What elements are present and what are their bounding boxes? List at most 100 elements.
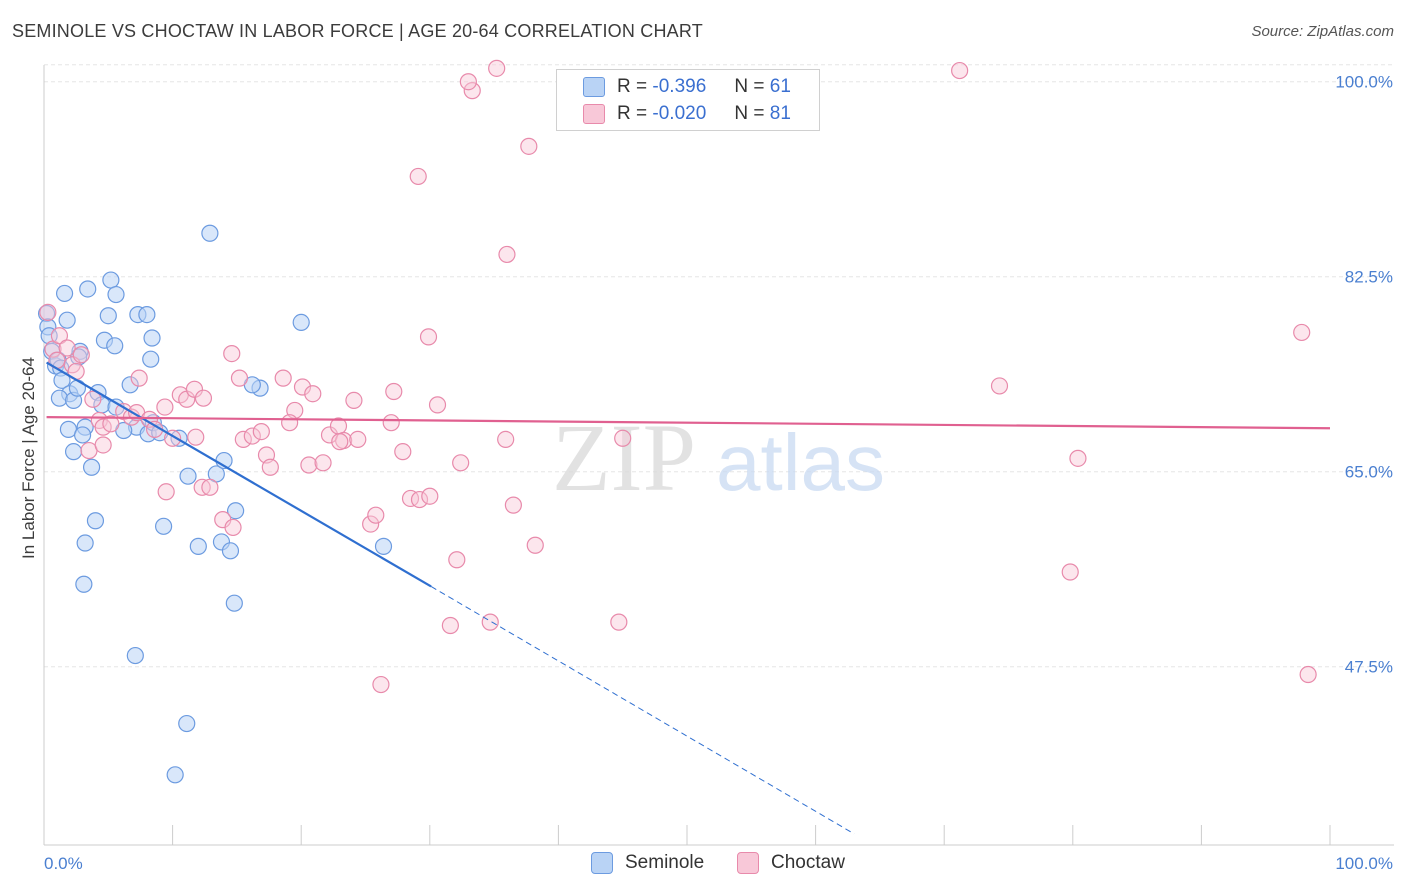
choctaw-point <box>187 428 205 446</box>
choctaw-point <box>441 616 459 635</box>
choctaw-point <box>261 458 279 476</box>
choctaw-point <box>300 456 318 474</box>
choctaw-point <box>156 398 174 416</box>
choctaw-legend-label: Choctaw <box>771 852 845 873</box>
watermark-zip: ZIP <box>552 404 696 511</box>
seminole-point <box>55 284 74 303</box>
seminole-point <box>178 714 196 733</box>
seminole-trend-extension <box>430 586 855 835</box>
choctaw-point <box>243 427 261 445</box>
seminole-point <box>79 280 97 298</box>
choctaw-point <box>230 369 249 387</box>
y-axis-label: In Labor Force | Age 20-64 <box>19 357 38 559</box>
choctaw-point <box>84 390 102 408</box>
choctaw-point <box>274 369 292 387</box>
choctaw-point <box>185 380 204 398</box>
seminole-point <box>143 329 161 347</box>
seminole-n-value: 61 <box>769 76 791 97</box>
tick-labels: 47.5% 65.0% 82.5% 100.0% 0.0% 100.0% <box>44 73 1393 873</box>
choctaw-point <box>481 613 499 631</box>
choctaw-trend-line <box>46 416 1331 430</box>
x-tick-label-max: 100.0% <box>1335 854 1393 873</box>
choctaw-point <box>610 613 628 631</box>
chart-title: SEMINOLE VS CHOCTAW IN LABOR FORCE | AGE… <box>12 21 703 41</box>
choctaw-point <box>223 345 241 363</box>
axes <box>43 65 1394 846</box>
seminole-point <box>201 224 219 242</box>
choctaw-point <box>497 430 515 448</box>
choctaw-point <box>459 73 477 91</box>
seminole-point <box>73 426 92 444</box>
watermark: ZIP atlas <box>552 404 885 511</box>
choctaw-point <box>526 536 544 554</box>
seminole-point <box>374 537 393 555</box>
choctaw-n-value: 81 <box>769 103 791 124</box>
seminole-legend-label: Seminole <box>625 852 705 873</box>
choctaw-point <box>951 61 969 80</box>
seminole-point <box>292 313 310 331</box>
choctaw-point <box>488 59 506 77</box>
choctaw-swatch <box>583 104 605 124</box>
seminole-point <box>126 646 144 665</box>
choctaw-point <box>367 506 385 524</box>
choctaw-point <box>252 423 270 441</box>
seminole-point <box>50 389 69 407</box>
seminole-point <box>221 542 240 560</box>
choctaw-point <box>349 430 367 448</box>
choctaw-point <box>94 436 112 454</box>
legend-item-seminole: Seminole <box>591 852 704 874</box>
seminole-point <box>102 271 120 289</box>
seminole-point <box>99 307 117 325</box>
choctaw-point <box>304 385 322 403</box>
choctaw-r-value: -0.020 <box>652 103 707 124</box>
seminole-point <box>75 575 93 593</box>
choctaw-point <box>421 487 439 505</box>
x-tick-label-min: 0.0% <box>44 854 83 873</box>
choctaw-point <box>614 429 632 447</box>
seminole-trend-line <box>46 361 432 588</box>
trend-lines <box>46 361 1331 835</box>
choctaw-point <box>448 551 466 569</box>
choctaw-n-label: N = <box>734 103 765 124</box>
choctaw-point <box>362 515 380 533</box>
choctaw-point <box>1069 449 1087 467</box>
choctaw-point <box>39 303 57 321</box>
seminole-point <box>121 376 139 394</box>
choctaw-point <box>385 382 403 401</box>
choctaw-point <box>409 167 427 186</box>
correlation-legend: R = -0.396 N = 61 R = -0.020 N = 81 <box>556 69 820 131</box>
choctaw-point <box>504 496 522 514</box>
y-tick-label: 100.0% <box>1335 73 1393 92</box>
source-label: Source: ZipAtlas.com <box>1251 23 1394 40</box>
seminole-n-label: N = <box>734 76 765 97</box>
seminole-point <box>227 502 245 520</box>
choctaw-point <box>382 414 400 432</box>
seminole-point <box>154 517 173 535</box>
y-tick-label: 65.0% <box>1345 463 1393 482</box>
seminole-point <box>58 311 76 329</box>
choctaw-point <box>331 433 349 451</box>
seminole-point <box>225 594 243 612</box>
legend-row-choctaw: R = -0.020 N = 81 <box>557 101 791 127</box>
seminole-point <box>189 537 207 555</box>
grid-lines <box>44 64 1394 668</box>
seminole-point <box>142 350 160 368</box>
choctaw-point <box>419 328 438 346</box>
seminole-r-label: R = <box>617 76 648 97</box>
choctaw-point <box>157 483 175 501</box>
choctaw-point <box>452 454 470 472</box>
choctaw-point <box>410 490 429 509</box>
choctaw-point <box>224 518 242 537</box>
choctaw-point <box>345 391 363 409</box>
choctaw-point <box>293 378 312 396</box>
choctaw-point <box>102 415 120 433</box>
seminole-point <box>138 306 156 324</box>
seminole-point <box>82 458 101 476</box>
choctaw-point <box>401 489 420 508</box>
seminole-point <box>76 534 94 552</box>
y-tick-label: 47.5% <box>1345 658 1393 677</box>
seminole-point <box>107 285 125 304</box>
seminole-legend-swatch <box>591 852 613 874</box>
choctaw-point <box>58 339 76 357</box>
legend-item-choctaw: Choctaw <box>737 852 845 874</box>
